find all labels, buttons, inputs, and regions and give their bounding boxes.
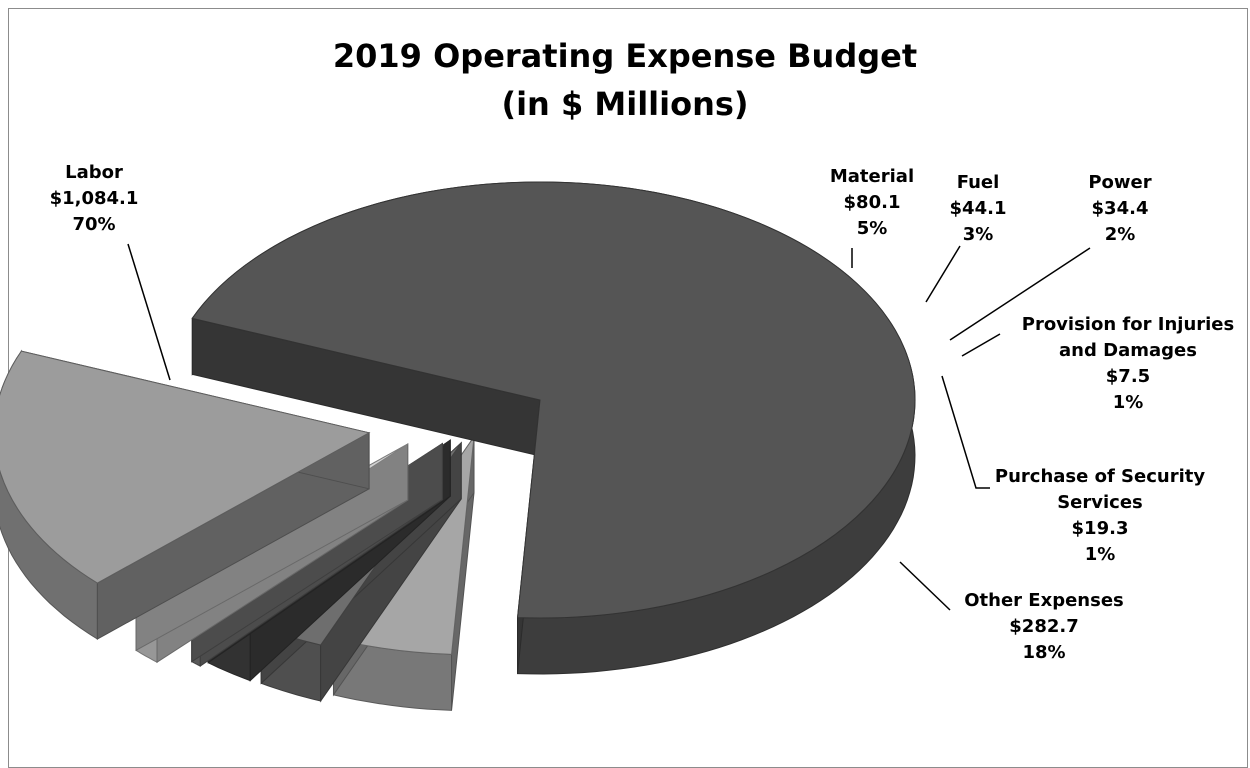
chart-subtitle: (in $ Millions) — [501, 85, 749, 123]
pie-slice-6 — [0, 349, 371, 640]
data-label-4: Provision for Injuries and Damages $7.5 1% — [1022, 314, 1234, 413]
leader-line-2 — [925, 245, 961, 303]
leader-line-4 — [961, 333, 1001, 357]
leader-line-0 — [127, 243, 171, 381]
data-label-5: Purchase of Security Services $19.3 1% — [995, 466, 1205, 565]
leader-line-5 — [941, 375, 990, 489]
chart-title: 2019 Operating Expense Budget — [332, 37, 918, 75]
data-label-3: Power $34.4 2% — [1088, 172, 1151, 245]
leader-line-6 — [899, 561, 951, 611]
pie-slice-0 — [191, 181, 916, 675]
data-label-1: Material $80.1 5% — [830, 166, 914, 239]
data-label-2: Fuel $44.1 3% — [950, 172, 1007, 245]
leader-line-3 — [949, 247, 1091, 341]
data-label-6: Other Expenses $282.7 18% — [964, 590, 1124, 663]
data-label-0: Labor $1,084.1 70% — [50, 162, 139, 235]
